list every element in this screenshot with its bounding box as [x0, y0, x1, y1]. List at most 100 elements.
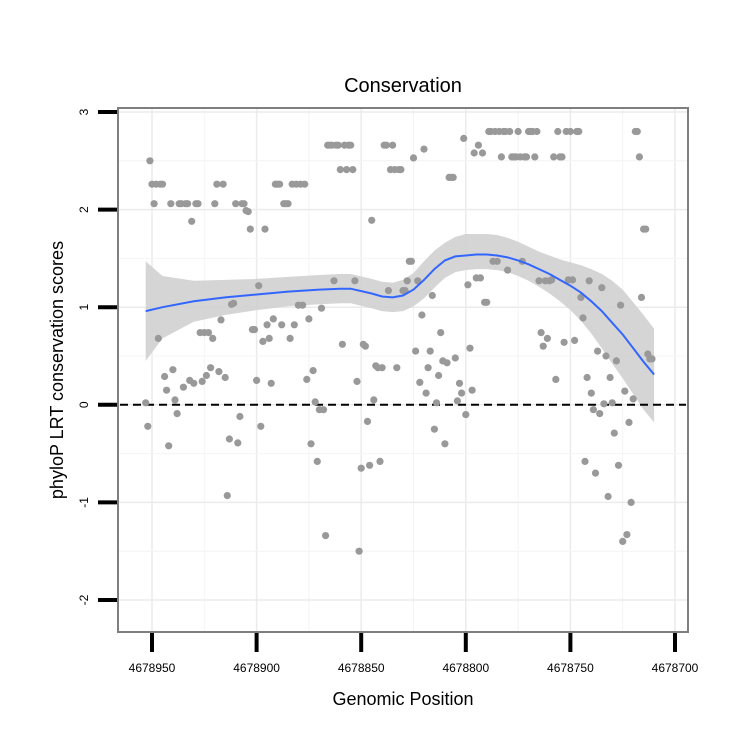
- data-point: [621, 387, 629, 395]
- data-point: [619, 537, 627, 546]
- data-point: [575, 127, 583, 136]
- x-tick-label: 4678700: [652, 661, 699, 675]
- data-point: [629, 395, 637, 403]
- data-point: [635, 153, 644, 161]
- data-point: [531, 153, 539, 161]
- data-point: [278, 321, 286, 329]
- data-point: [150, 200, 158, 208]
- data-point: [435, 371, 443, 380]
- data-point: [637, 293, 646, 301]
- data-point: [276, 180, 284, 188]
- data-point: [403, 277, 411, 285]
- data-point: [506, 127, 514, 136]
- data-point: [322, 532, 330, 540]
- data-point: [154, 334, 162, 342]
- data-point: [424, 364, 432, 372]
- data-point: [368, 216, 376, 224]
- y-tick-label: 3: [77, 108, 91, 115]
- smooth-line-layer: [145, 253, 655, 376]
- data-point: [336, 166, 344, 174]
- data-point: [458, 389, 466, 397]
- data-point: [353, 377, 361, 385]
- data-point: [307, 440, 315, 448]
- data-point: [474, 141, 482, 149]
- data-point: [596, 410, 604, 418]
- data-point: [146, 157, 154, 165]
- data-point: [303, 375, 311, 383]
- plot-frame: [117, 107, 689, 633]
- data-point: [464, 281, 472, 289]
- data-point: [614, 461, 623, 469]
- data-point: [422, 389, 430, 397]
- data-point: [286, 334, 294, 342]
- data-point: [376, 457, 384, 465]
- data-point: [244, 208, 252, 216]
- data-point: [455, 379, 464, 387]
- data-point: [625, 418, 633, 426]
- data-point: [514, 127, 522, 136]
- data-point: [290, 321, 298, 329]
- data-point: [209, 334, 217, 342]
- data-point: [257, 422, 265, 430]
- data-point: [158, 180, 167, 188]
- y-tick-label: -2: [77, 594, 91, 605]
- data-point: [612, 357, 621, 365]
- data-point: [355, 547, 363, 555]
- data-point: [550, 153, 558, 161]
- data-point: [554, 127, 562, 136]
- data-point: [642, 225, 650, 233]
- data-point: [568, 276, 577, 284]
- data-point: [453, 397, 461, 405]
- data-point: [167, 200, 175, 208]
- data-point: [416, 378, 424, 386]
- data-point: [537, 329, 545, 337]
- data-point: [309, 367, 317, 375]
- data-point: [470, 149, 478, 157]
- data-point: [627, 498, 635, 506]
- data-point: [382, 141, 390, 149]
- data-point: [581, 457, 589, 465]
- data-point: [144, 422, 152, 430]
- data-point: [202, 371, 210, 380]
- data-point: [610, 429, 618, 437]
- data-point: [589, 406, 598, 414]
- data-point: [351, 277, 359, 285]
- data-point: [330, 277, 338, 285]
- x-axis: 4678950 4678900 4678850 4678800 4678750 46787…: [129, 633, 699, 675]
- data-point: [598, 284, 606, 292]
- data-point: [338, 340, 346, 348]
- data-point: [311, 398, 319, 406]
- data-point: [255, 282, 263, 290]
- data-point: [600, 400, 608, 408]
- data-point: [198, 377, 206, 385]
- data-point: [648, 355, 656, 363]
- data-point: [236, 412, 244, 421]
- data-point: [420, 145, 428, 153]
- data-point: [522, 153, 531, 161]
- data-point: [343, 166, 351, 174]
- data-point: [566, 127, 575, 136]
- data-point: [184, 200, 192, 208]
- data-point: [577, 293, 585, 301]
- data-point: [370, 396, 378, 404]
- data-point: [478, 149, 487, 157]
- x-tick-label: 4678750: [547, 661, 594, 675]
- data-point: [558, 153, 566, 161]
- data-point: [451, 354, 459, 362]
- data-point: [269, 315, 277, 323]
- data-point: [213, 180, 221, 188]
- x-tick-label: 4678800: [442, 661, 489, 675]
- data-point: [142, 399, 150, 407]
- data-point: [313, 457, 321, 465]
- data-point: [460, 134, 468, 142]
- x-tick-label: 4678850: [338, 661, 385, 675]
- data-point: [441, 440, 449, 448]
- data-point: [305, 315, 313, 323]
- data-point: [349, 166, 357, 174]
- data-point: [204, 329, 213, 337]
- data-point: [617, 301, 625, 309]
- y-axis: -2 -1 0 1 2 3: [77, 108, 117, 605]
- data-point: [623, 531, 631, 539]
- data-point: [317, 304, 326, 312]
